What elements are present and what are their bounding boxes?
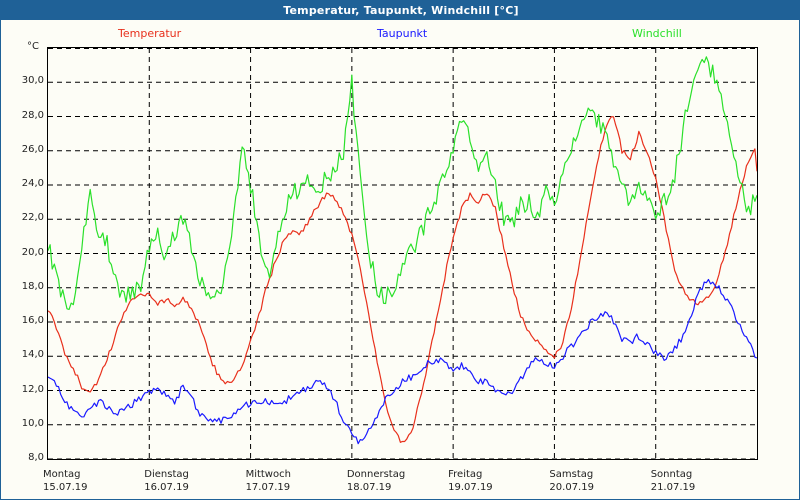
legend-item-taupunkt: Taupunkt [377,27,428,40]
y-axis-tick-label: 20,0 [21,246,44,258]
y-axis-tick-label: 18,0 [21,280,44,292]
x-axis-day-group: Montag 15.07.19 [43,468,143,494]
x-axis-day-name: Mittwoch [245,469,291,480]
x-axis-day-date: 16.07.19 [144,482,189,493]
window-title: Temperatur, Taupunkt, Windchill [°C] [283,4,519,17]
x-axis-day-date: 19.07.19 [448,482,493,493]
x-axis-day-group: Samstag 20.07.19 [549,468,649,494]
y-axis-tick-label: 12,0 [21,383,44,395]
window-titlebar: Temperatur, Taupunkt, Windchill [°C] [1,1,799,20]
x-axis-labels: Montag 15.07.19 Dienstag 16.07.19 Mittwoch 17… [1,464,799,499]
legend-item-temperatur: Temperatur [118,27,182,40]
legend-item-windchill: Windchill [632,27,682,40]
x-axis-day-group: Mittwoch 17.07.19 [246,468,346,494]
y-axis-tick-label: 24,0 [21,178,44,189]
data-series-group [48,56,757,445]
y-axis-tick-label: 14,0 [21,349,44,361]
x-axis-day-date: 18.07.19 [346,482,392,493]
y-axis-tick-label: 16,0 [21,315,44,326]
series-line-taupunkt [48,278,757,445]
x-axis-day-group: Dienstag 16.07.19 [144,468,244,494]
y-axis-tick-label: 26,0 [21,143,44,155]
series-line-temperatur [48,116,757,443]
x-axis-day-group: Sonntag 21.07.19 [651,468,751,494]
x-axis-day-name: Samstag [549,469,594,480]
y-axis-tick-label: 30,0 [21,75,44,87]
y-axis-tick-label: 10,0 [21,417,44,429]
x-axis-day-group: Freitag 19.07.19 [448,468,548,494]
plot-area [47,47,758,460]
x-axis-day-date: 17.07.19 [245,482,291,493]
chart-svg [48,48,757,459]
x-axis-day-name: Freitag [448,469,483,480]
series-line-windchill [48,56,757,311]
x-axis-day-date: 20.07.19 [549,482,594,493]
x-axis-day-name: Montag [43,469,81,480]
x-axis-day-name: Dienstag [144,469,189,480]
y-axis-labels: 30,0 28,0 26,0 24,0 22,0 20,0 18,0 16,0 14,0 12,0… [1,1,44,499]
x-axis-day-group: Donnerstag 18.07.19 [347,468,447,494]
y-axis-unit-label: °C [27,41,39,52]
y-axis-tick-label: 8,0 [28,452,44,463]
x-axis-day-name: Donnerstag [346,469,406,480]
y-axis-tick-label: 28,0 [21,109,44,121]
x-axis-day-date: 21.07.19 [650,482,696,493]
gridlines [48,48,757,459]
x-axis-day-name: Sonntag [650,469,693,480]
y-axis-tick-label: 22,0 [21,212,44,224]
x-axis-day-date: 15.07.19 [43,482,88,493]
